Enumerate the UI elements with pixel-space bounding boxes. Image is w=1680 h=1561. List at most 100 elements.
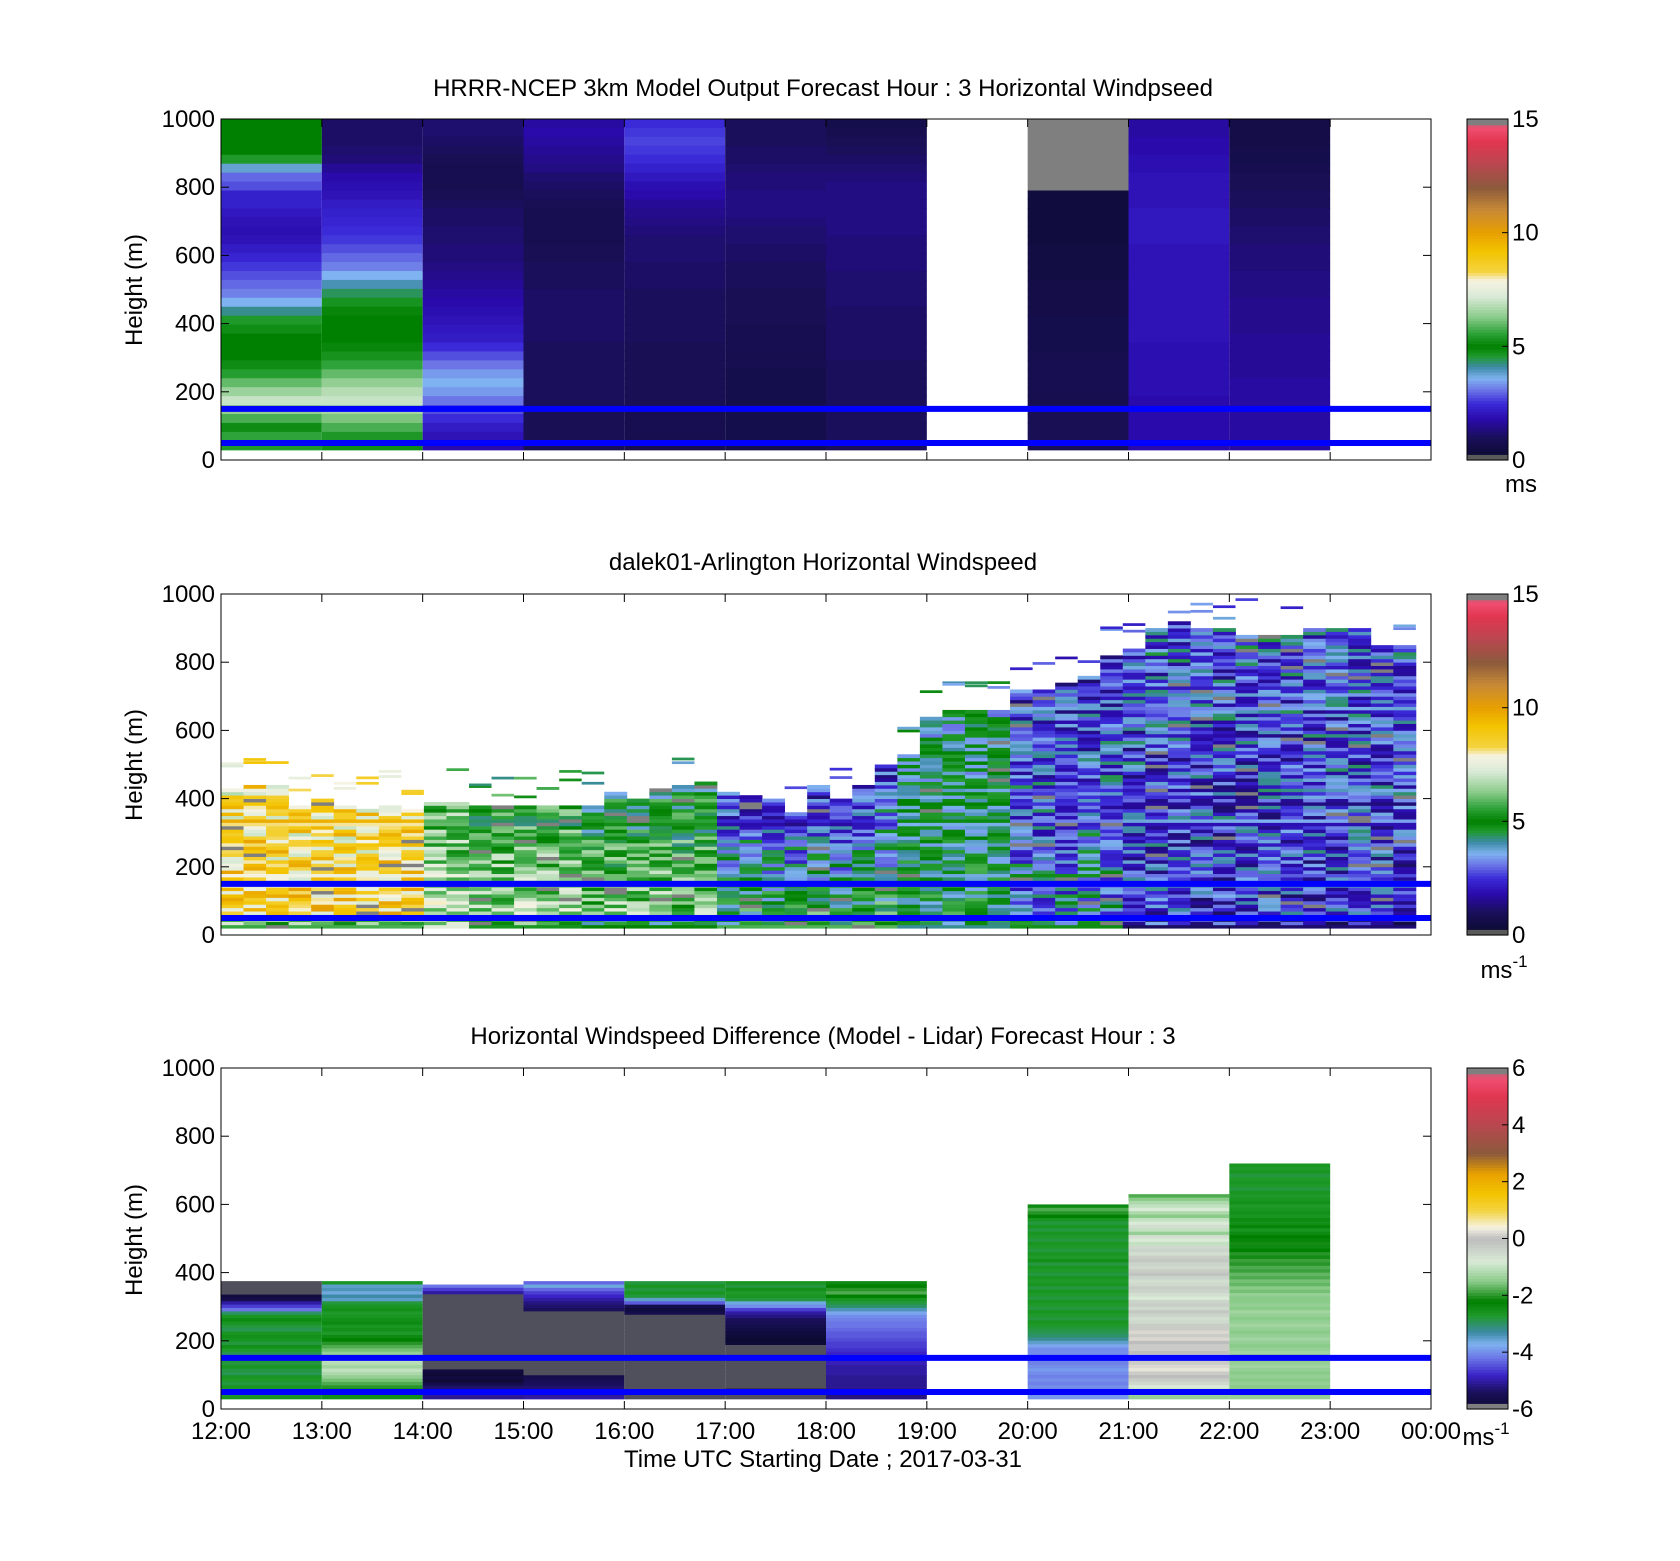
heatmap-cell <box>1122 774 1146 779</box>
heatmap-cell <box>514 904 538 909</box>
colorbar-segment <box>1467 155 1508 160</box>
heatmap-cell <box>536 856 560 861</box>
heatmap-cell <box>536 894 560 898</box>
heatmap-cell <box>1128 172 1230 183</box>
heatmap-cell <box>491 907 515 912</box>
heatmap-cell <box>1229 324 1331 335</box>
heatmap-cell <box>1128 1258 1230 1263</box>
heatmap-cell <box>1348 672 1372 677</box>
heatmap-cell <box>1100 836 1124 840</box>
heatmap-cell <box>1032 726 1056 731</box>
heatmap-cell <box>356 873 380 878</box>
heatmap-cell <box>221 1365 322 1370</box>
colorbar-segment <box>1467 442 1508 447</box>
heatmap-cell <box>1235 716 1259 721</box>
heatmap-cell <box>1100 791 1124 796</box>
colorbar-segment <box>1467 1198 1508 1203</box>
heatmap-cell <box>221 387 322 397</box>
heatmap-cell <box>897 877 921 881</box>
heatmap-cell <box>1027 431 1129 442</box>
heatmap-cell <box>829 822 853 827</box>
heatmap-cell <box>649 832 673 837</box>
heatmap-cell <box>401 856 425 861</box>
heatmap-cell <box>987 894 1011 898</box>
colorbar-segment <box>1467 1073 1508 1078</box>
heatmap-cell <box>1229 1211 1331 1216</box>
heatmap-cell <box>964 774 988 779</box>
heatmap-cell <box>1027 378 1129 388</box>
heatmap-cell <box>221 808 244 813</box>
heatmap-cell <box>1077 808 1101 813</box>
heatmap-cell <box>1235 812 1259 817</box>
heatmap-cell <box>964 856 988 861</box>
heatmap-cell <box>604 822 628 827</box>
heatmap-cell <box>1145 870 1169 875</box>
heatmap-cell <box>826 1314 927 1319</box>
heatmap-cell <box>1212 771 1236 776</box>
heatmap-cell <box>1145 825 1169 830</box>
heatmap-cell <box>1325 839 1349 844</box>
heatmap-cell <box>321 1341 423 1346</box>
heatmap-cell <box>1128 136 1230 147</box>
heatmap-cell <box>311 829 335 834</box>
colorbar-segment <box>1467 1301 1508 1305</box>
heatmap-cell <box>624 235 726 245</box>
heatmap-cell <box>333 873 357 878</box>
heatmap-cell <box>468 877 492 881</box>
heatmap-cell <box>1027 1262 1129 1267</box>
heatmap-cell <box>581 897 605 902</box>
heatmap-cell <box>1258 740 1282 745</box>
heatmap-cell <box>1190 856 1214 861</box>
colorbar-segment <box>1467 354 1508 359</box>
colorbar-segment <box>1467 1383 1508 1387</box>
heatmap-cell <box>356 900 380 905</box>
colorbar-segment <box>1467 1352 1508 1356</box>
heatmap-cell <box>725 351 826 361</box>
heatmap-cell <box>1055 686 1079 690</box>
heatmap-cell <box>468 904 492 909</box>
heatmap-cell <box>1235 750 1259 755</box>
heatmap-cell <box>1370 849 1394 854</box>
heatmap-cell <box>491 819 515 823</box>
heatmap-cell <box>491 877 515 881</box>
heatmap-cell <box>423 924 447 929</box>
heatmap-cell <box>826 1361 927 1366</box>
heatmap-cell <box>1190 873 1214 878</box>
heatmap-cell <box>221 849 244 854</box>
colorbar-segment <box>1467 1326 1508 1331</box>
heatmap-cell <box>1258 754 1282 759</box>
heatmap-cell <box>604 921 628 926</box>
heatmap-cell <box>1393 839 1417 844</box>
heatmap-cell <box>1325 733 1349 738</box>
heatmap-cell <box>1077 877 1101 881</box>
heatmap-cell <box>1393 689 1417 694</box>
heatmap-cell <box>1055 767 1079 772</box>
heatmap-cell <box>1122 846 1146 851</box>
heatmap-cell <box>559 873 583 878</box>
heatmap-cell <box>942 774 966 779</box>
heatmap-cell <box>964 911 988 915</box>
heatmap-cell <box>311 921 335 926</box>
heatmap-cell <box>852 802 876 806</box>
heatmap-cell <box>725 154 826 165</box>
heatmap-cell <box>987 887 1011 892</box>
heatmap-cell <box>1167 621 1191 626</box>
heatmap-cell <box>1303 754 1327 759</box>
heatmap-cell <box>626 887 650 892</box>
heatmap-cell <box>987 822 1011 827</box>
heatmap-cell <box>1167 706 1191 711</box>
heatmap-cell <box>1055 853 1079 857</box>
heatmap-cell <box>1077 897 1101 902</box>
heatmap-cell <box>874 911 898 915</box>
heatmap-cell <box>1325 836 1349 840</box>
heatmap-cell <box>1280 696 1304 701</box>
heatmap-cell <box>987 761 1011 765</box>
heatmap-cell <box>288 863 312 868</box>
heatmap-cell <box>1122 662 1146 667</box>
heatmap-cell <box>491 900 515 905</box>
colorbar-segment <box>1467 1269 1508 1274</box>
heatmap-cell <box>288 887 312 892</box>
heatmap-cell <box>333 815 357 820</box>
heatmap-cell <box>321 1361 423 1366</box>
heatmap-cell <box>1393 686 1417 690</box>
